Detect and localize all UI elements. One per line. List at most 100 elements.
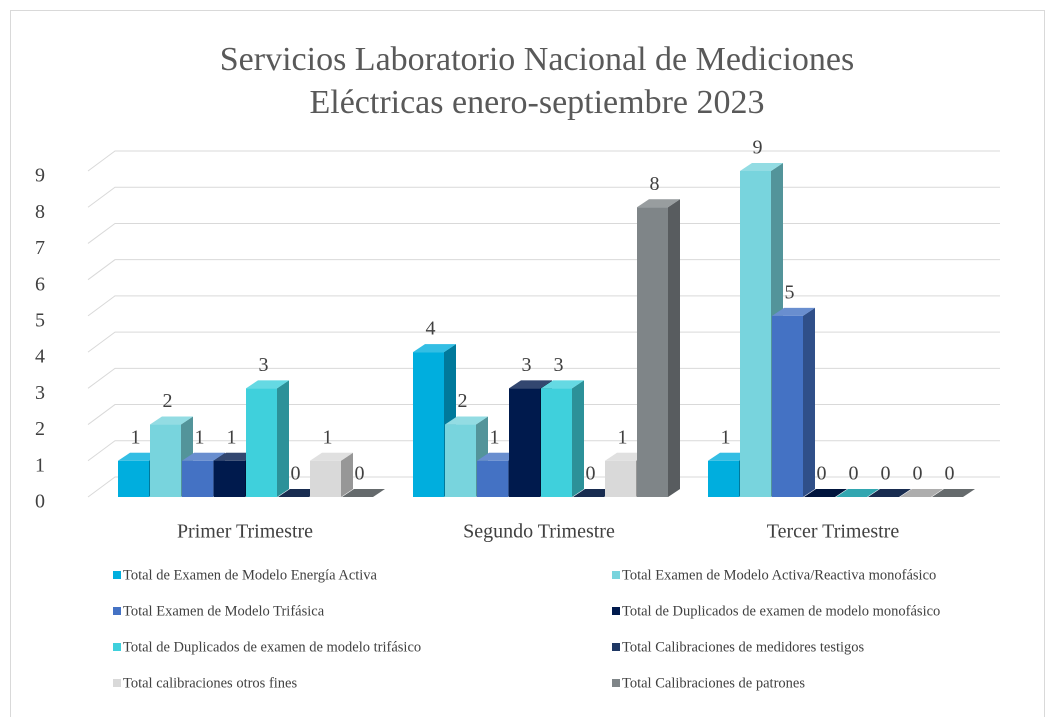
- bar-top-shade: [310, 452, 353, 461]
- y-tick-label: 6: [35, 273, 45, 295]
- bar-top-shade: [246, 380, 289, 389]
- bar: [932, 489, 975, 497]
- x-tick-label: Primer Trimestre: [177, 521, 313, 543]
- y-tick-label: 7: [35, 237, 45, 259]
- data-label: 1: [131, 426, 141, 448]
- legend-label: Total calibraciones otros fines: [123, 675, 297, 691]
- bar-top: [246, 380, 289, 389]
- grid-line: [87, 295, 1000, 317]
- bar-front: [246, 388, 277, 497]
- data-label: 0: [291, 463, 301, 485]
- grid-line: [87, 259, 1000, 281]
- bar-front: [310, 460, 341, 497]
- y-tick-label: 8: [35, 201, 45, 223]
- data-label: 1: [618, 426, 628, 448]
- bar-top-shade: [413, 344, 456, 353]
- grid-line: [87, 186, 1000, 208]
- data-label: 0: [881, 463, 891, 485]
- bar-front: [182, 460, 213, 497]
- data-label: 0: [945, 463, 955, 485]
- data-label: 0: [817, 463, 827, 485]
- legend-label: Total de Duplicados de examen de modelo …: [622, 603, 940, 619]
- y-tick-label: 9: [35, 165, 45, 187]
- legend-swatch: [612, 607, 620, 615]
- legend-swatch: [113, 607, 121, 615]
- legend-label: Total Examen de Modelo Trifásica: [123, 603, 325, 619]
- bar-front: [541, 388, 572, 497]
- bar-top: [150, 416, 193, 425]
- bar-front: [637, 207, 668, 497]
- bar: [342, 489, 385, 497]
- legend-swatch: [113, 679, 121, 687]
- bar-top-shade: [445, 416, 488, 425]
- x-tick-label: Tercer Trimestre: [767, 521, 900, 543]
- data-label: 1: [227, 426, 237, 448]
- bar-top: [342, 489, 385, 497]
- bar: [310, 452, 353, 497]
- data-label: 0: [586, 463, 596, 485]
- bar-top-shade: [541, 380, 584, 389]
- grid-line: [87, 222, 1000, 244]
- bar-top: [772, 307, 815, 316]
- bar-front: [214, 460, 245, 497]
- data-label: 1: [323, 426, 333, 448]
- bar: [740, 163, 783, 497]
- legend-swatch: [612, 643, 620, 651]
- data-label: 2: [458, 390, 468, 412]
- bar-front: [150, 424, 181, 497]
- bar-side: [572, 380, 584, 497]
- bar-side-shade: [572, 380, 584, 497]
- bar-side-shade: [341, 452, 353, 497]
- bar-front: [445, 424, 476, 497]
- bar-front: [413, 352, 444, 497]
- bar-front: [740, 171, 771, 497]
- legend-label: Total Calibraciones de medidores testigo…: [622, 639, 865, 655]
- bar-side-shade: [803, 307, 815, 497]
- y-tick-label: 4: [35, 346, 45, 368]
- grid-line: [87, 150, 1000, 172]
- grid-line: [87, 404, 1000, 425]
- data-label: 2: [163, 390, 173, 412]
- bar: [836, 489, 879, 497]
- bar-top: [182, 452, 225, 461]
- bar-side-shade: [668, 199, 680, 497]
- bar-front: [772, 315, 803, 497]
- bar-top: [740, 163, 783, 171]
- bar-top-shade: [637, 199, 680, 208]
- bar: [900, 489, 943, 497]
- legend-swatch: [113, 571, 121, 579]
- chart-title: Servicios Laboratorio Nacional de Medici…: [219, 41, 855, 121]
- bar-top: [900, 489, 943, 497]
- bar-top: [541, 380, 584, 389]
- bar-top: [836, 489, 879, 497]
- bar-side-shade: [277, 380, 289, 497]
- y-tick-label: 2: [35, 418, 45, 440]
- bar-front: [708, 460, 739, 497]
- y-tick-label: 3: [35, 382, 45, 404]
- bar-side: [341, 452, 353, 497]
- bar-top: [310, 452, 353, 461]
- legend-label: Total Calibraciones de patrones: [622, 675, 805, 691]
- bar-top-shade: [509, 380, 552, 389]
- grid-line: [87, 476, 1000, 498]
- bar-front: [605, 460, 636, 497]
- chart-border: [10, 10, 1045, 717]
- data-label: 8: [650, 173, 660, 195]
- x-tick-label: Segundo Trimestre: [463, 521, 615, 543]
- bar-top-shade: [900, 489, 943, 497]
- data-label: 0: [913, 463, 923, 485]
- bar-top: [804, 489, 847, 497]
- grid-line: [87, 331, 1000, 353]
- bar-top-shade: [868, 489, 911, 497]
- bar-top-shade: [836, 489, 879, 497]
- bar-side: [668, 199, 680, 497]
- bar-top-shade: [804, 489, 847, 497]
- data-label: 0: [849, 463, 859, 485]
- bar: [541, 380, 584, 497]
- bar: [868, 489, 911, 497]
- bar-front: [509, 388, 540, 497]
- legend-label: Total de Examen de Modelo Energía Activa: [123, 567, 378, 583]
- data-label: 3: [554, 354, 564, 376]
- bar-top-shade: [182, 452, 225, 461]
